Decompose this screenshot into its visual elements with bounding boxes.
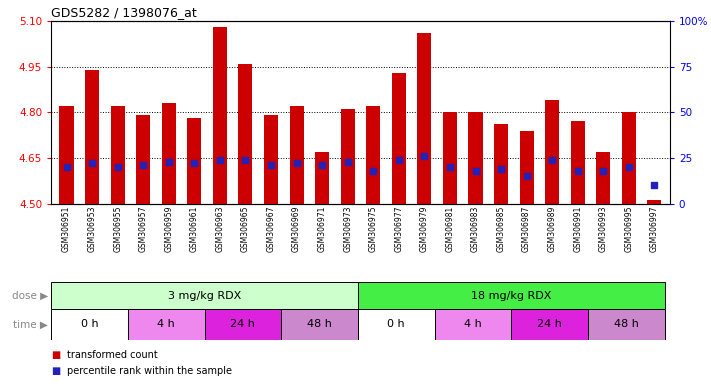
Bar bbox=[289, 106, 304, 204]
Text: GSM306961: GSM306961 bbox=[190, 206, 199, 252]
Text: 24 h: 24 h bbox=[230, 319, 255, 329]
Bar bbox=[111, 106, 124, 204]
Text: 48 h: 48 h bbox=[307, 319, 332, 329]
Text: GDS5282 / 1398076_at: GDS5282 / 1398076_at bbox=[51, 5, 197, 18]
Text: GSM306991: GSM306991 bbox=[573, 206, 582, 252]
Text: GSM306997: GSM306997 bbox=[650, 206, 659, 252]
Text: GSM306985: GSM306985 bbox=[496, 206, 506, 252]
Text: dose ▶: dose ▶ bbox=[11, 291, 48, 301]
Bar bbox=[341, 109, 355, 204]
Text: GSM306989: GSM306989 bbox=[547, 206, 557, 252]
Bar bbox=[187, 118, 201, 204]
Text: GSM306955: GSM306955 bbox=[113, 206, 122, 252]
Text: GSM306971: GSM306971 bbox=[318, 206, 326, 252]
Bar bbox=[238, 64, 252, 204]
Text: GSM306969: GSM306969 bbox=[292, 206, 301, 252]
Text: GSM306975: GSM306975 bbox=[369, 206, 378, 252]
Bar bbox=[358, 282, 665, 309]
Text: 18 mg/kg RDX: 18 mg/kg RDX bbox=[471, 291, 552, 301]
Text: 0 h: 0 h bbox=[387, 319, 405, 329]
Text: GSM306973: GSM306973 bbox=[343, 206, 352, 252]
Bar bbox=[597, 152, 610, 204]
Text: GSM306959: GSM306959 bbox=[164, 206, 173, 252]
Bar bbox=[511, 309, 588, 340]
Bar bbox=[520, 131, 534, 204]
Bar bbox=[443, 113, 457, 204]
Text: GSM306979: GSM306979 bbox=[420, 206, 429, 252]
Bar bbox=[128, 309, 205, 340]
Text: GSM306953: GSM306953 bbox=[87, 206, 97, 252]
Text: GSM306951: GSM306951 bbox=[62, 206, 71, 252]
Bar bbox=[392, 73, 406, 204]
Text: GSM306993: GSM306993 bbox=[599, 206, 608, 252]
Bar bbox=[588, 309, 665, 340]
Bar bbox=[137, 115, 150, 204]
Text: percentile rank within the sample: percentile rank within the sample bbox=[67, 366, 232, 376]
Bar bbox=[315, 152, 329, 204]
Text: 0 h: 0 h bbox=[81, 319, 98, 329]
Bar bbox=[264, 115, 278, 204]
Text: 4 h: 4 h bbox=[157, 319, 175, 329]
Bar bbox=[213, 27, 227, 204]
Text: GSM306977: GSM306977 bbox=[395, 206, 403, 252]
Bar bbox=[622, 113, 636, 204]
Text: GSM306963: GSM306963 bbox=[215, 206, 225, 252]
Bar bbox=[648, 200, 661, 204]
Text: ■: ■ bbox=[51, 350, 60, 360]
Bar bbox=[60, 106, 73, 204]
Text: 24 h: 24 h bbox=[538, 319, 562, 329]
Text: GSM306957: GSM306957 bbox=[139, 206, 148, 252]
Bar bbox=[358, 309, 434, 340]
Bar bbox=[161, 103, 176, 204]
Bar bbox=[494, 124, 508, 204]
Bar bbox=[434, 309, 511, 340]
Bar bbox=[469, 113, 483, 204]
Bar bbox=[205, 309, 282, 340]
Text: GSM306981: GSM306981 bbox=[445, 206, 454, 252]
Bar bbox=[417, 33, 432, 204]
Bar bbox=[51, 309, 128, 340]
Text: time ▶: time ▶ bbox=[13, 319, 48, 329]
Bar bbox=[282, 309, 358, 340]
Text: GSM306995: GSM306995 bbox=[624, 206, 634, 252]
Text: GSM306987: GSM306987 bbox=[522, 206, 531, 252]
Bar bbox=[545, 100, 560, 204]
Text: GSM306965: GSM306965 bbox=[241, 206, 250, 252]
Text: 48 h: 48 h bbox=[614, 319, 638, 329]
Bar bbox=[366, 106, 380, 204]
Bar bbox=[85, 70, 99, 204]
Bar bbox=[51, 282, 358, 309]
Text: GSM306967: GSM306967 bbox=[267, 206, 276, 252]
Bar bbox=[571, 121, 584, 204]
Text: 3 mg/kg RDX: 3 mg/kg RDX bbox=[168, 291, 241, 301]
Text: transformed count: transformed count bbox=[67, 350, 158, 360]
Text: ■: ■ bbox=[51, 366, 60, 376]
Text: GSM306983: GSM306983 bbox=[471, 206, 480, 252]
Text: 4 h: 4 h bbox=[464, 319, 482, 329]
